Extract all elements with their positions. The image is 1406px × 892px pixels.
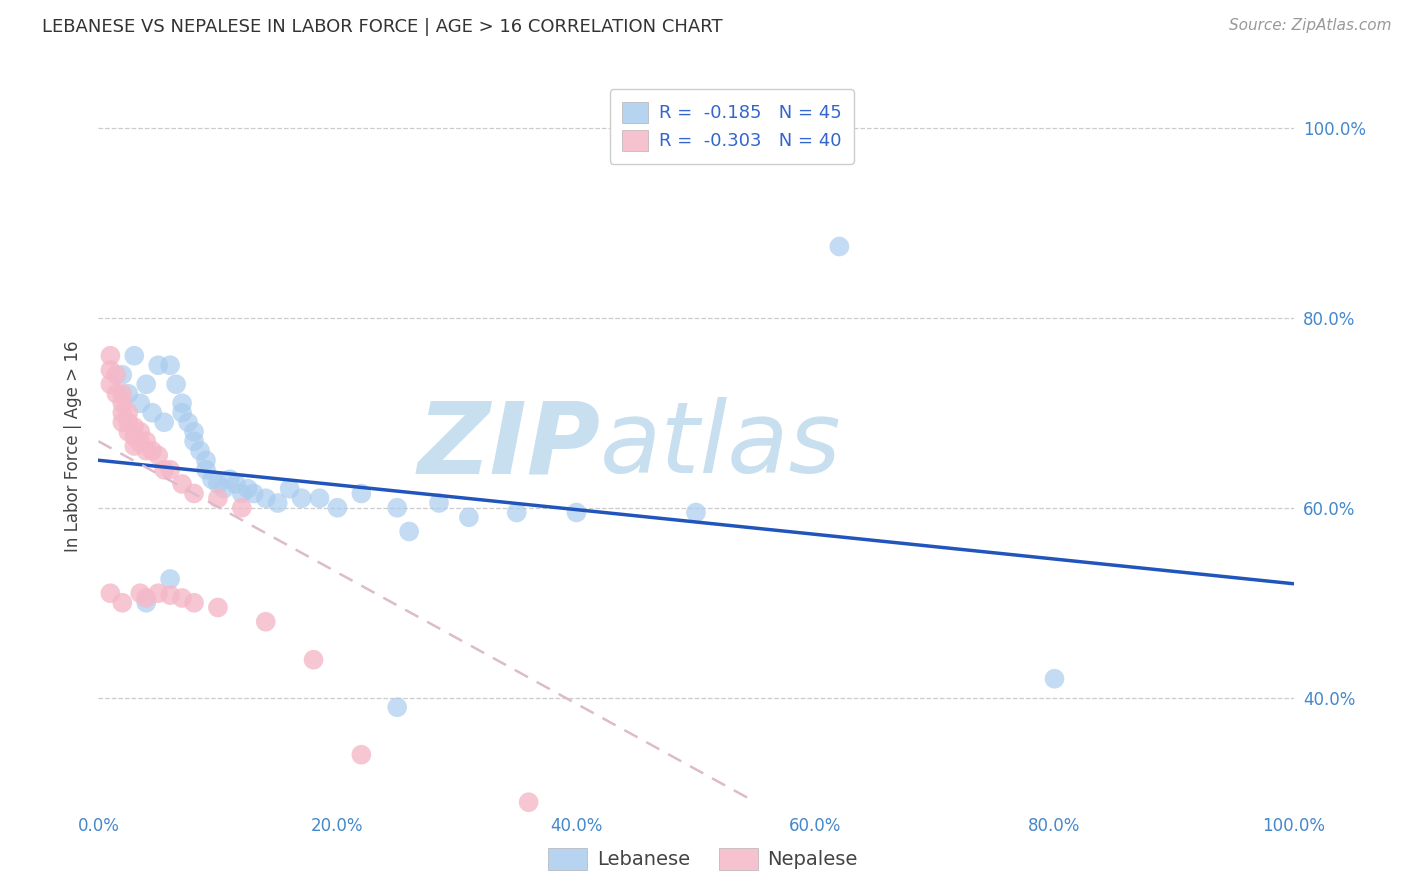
Point: [124, 429, 146, 443]
Point: [172, 406, 194, 420]
Text: Source: ZipAtlas.com: Source: ZipAtlas.com: [1229, 18, 1392, 33]
Point: [105, 386, 128, 401]
Point: [111, 596, 134, 610]
Point: [828, 239, 851, 253]
Point: [129, 396, 152, 410]
Point: [207, 477, 229, 491]
Point: [98, 363, 122, 377]
Point: [153, 463, 176, 477]
Point: [517, 795, 540, 809]
Point: [183, 434, 205, 449]
Point: [291, 491, 314, 506]
Point: [135, 443, 157, 458]
Point: [124, 420, 146, 434]
Point: [159, 588, 181, 602]
Point: [188, 443, 211, 458]
Point: [201, 472, 224, 486]
Text: ZIP: ZIP: [418, 398, 600, 494]
Point: [111, 368, 134, 382]
Point: [124, 439, 146, 453]
Point: [350, 747, 373, 762]
Point: [236, 482, 259, 496]
Point: [506, 506, 529, 520]
Point: [254, 615, 277, 629]
Point: [183, 425, 205, 439]
Point: [225, 477, 247, 491]
Point: [148, 358, 170, 372]
Point: [129, 436, 152, 450]
Point: [243, 486, 266, 500]
Point: [148, 449, 170, 463]
Point: [117, 415, 139, 429]
Point: [219, 472, 242, 486]
Point: [207, 491, 229, 506]
Point: [194, 463, 218, 477]
Point: [124, 349, 146, 363]
Point: [148, 586, 170, 600]
Point: [308, 491, 330, 506]
Point: [427, 496, 450, 510]
Point: [278, 482, 301, 496]
Point: [159, 572, 181, 586]
Point: [153, 415, 176, 429]
Point: [267, 496, 290, 510]
Point: [385, 500, 409, 515]
Point: [183, 486, 205, 500]
Point: [111, 415, 134, 429]
Point: [685, 506, 707, 520]
Point: [135, 596, 157, 610]
Point: [98, 377, 122, 392]
Point: [212, 482, 235, 496]
Y-axis label: In Labor Force | Age > 16: In Labor Force | Age > 16: [65, 340, 83, 552]
Point: [183, 596, 205, 610]
Point: [231, 486, 253, 500]
Point: [350, 486, 373, 500]
Point: [458, 510, 481, 524]
Point: [141, 406, 163, 420]
Point: [177, 415, 200, 429]
Point: [165, 377, 187, 392]
Point: [98, 349, 122, 363]
Point: [141, 443, 163, 458]
Point: [172, 591, 194, 605]
Point: [326, 500, 349, 515]
Point: [398, 524, 420, 539]
Text: atlas: atlas: [600, 398, 842, 494]
Point: [207, 600, 229, 615]
Point: [117, 386, 139, 401]
Point: [172, 477, 194, 491]
Point: [302, 653, 325, 667]
Point: [254, 491, 277, 506]
Point: [98, 586, 122, 600]
Point: [111, 386, 134, 401]
Point: [105, 368, 128, 382]
Point: [385, 700, 409, 714]
Point: [159, 463, 181, 477]
Point: [129, 425, 152, 439]
Point: [117, 425, 139, 439]
Point: [135, 377, 157, 392]
Point: [129, 586, 152, 600]
Legend: R =  -0.185   N = 45, R =  -0.303   N = 40: R = -0.185 N = 45, R = -0.303 N = 40: [610, 89, 853, 163]
Point: [565, 506, 588, 520]
Point: [111, 396, 134, 410]
Point: [159, 358, 181, 372]
Point: [231, 500, 253, 515]
Point: [117, 406, 139, 420]
Point: [172, 396, 194, 410]
Point: [1043, 672, 1066, 686]
Point: [135, 591, 157, 605]
Text: LEBANESE VS NEPALESE IN LABOR FORCE | AGE > 16 CORRELATION CHART: LEBANESE VS NEPALESE IN LABOR FORCE | AG…: [42, 18, 723, 36]
Legend: Lebanese, Nepalese: Lebanese, Nepalese: [540, 839, 866, 878]
Point: [111, 406, 134, 420]
Point: [135, 434, 157, 449]
Point: [194, 453, 218, 467]
